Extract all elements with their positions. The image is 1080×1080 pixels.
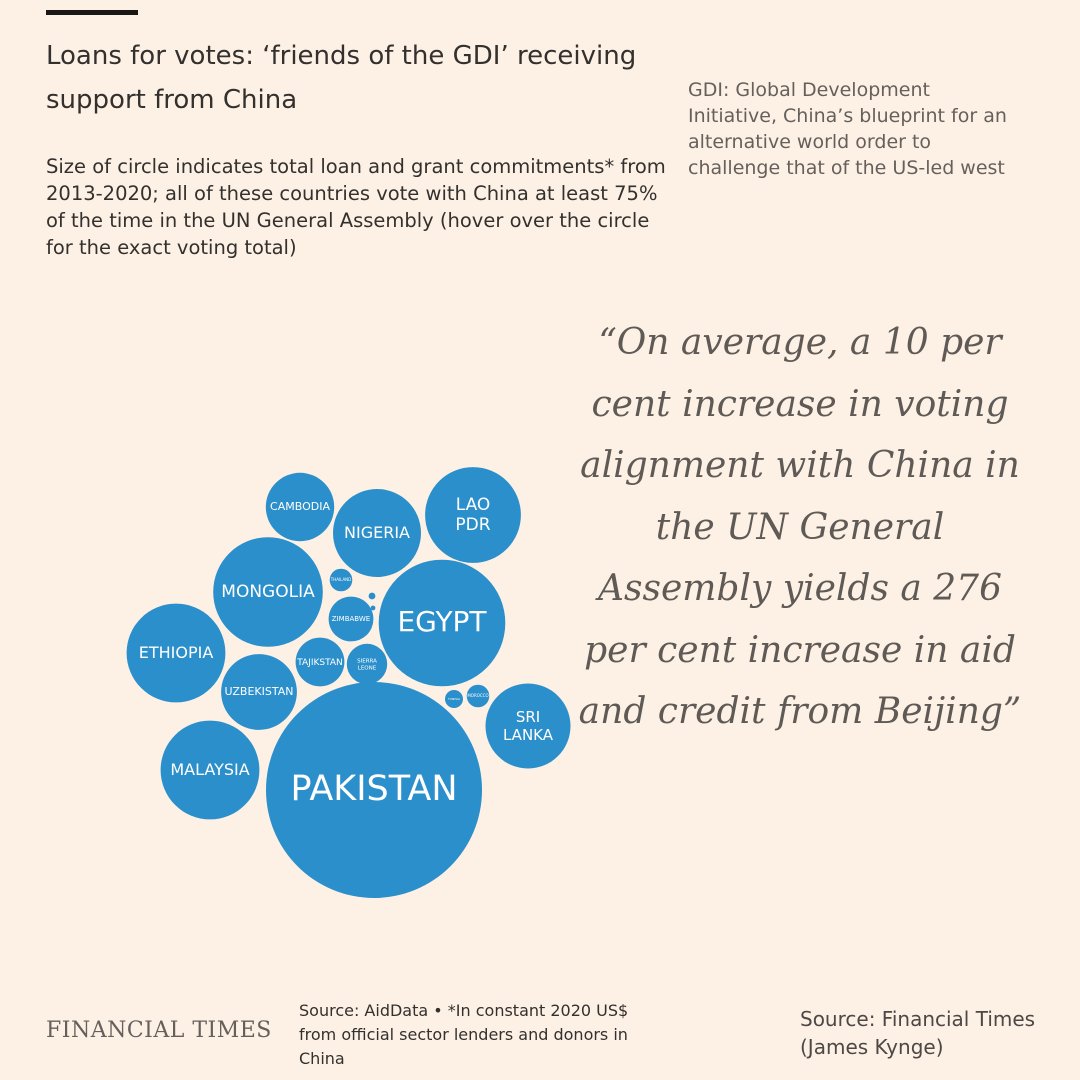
bubble-pakistan[interactable]: PAKISTAN (266, 682, 482, 898)
bubble-malaysia[interactable]: MALAYSIA (160, 720, 260, 820)
chart-subtitle: Size of circle indicates total loan and … (46, 155, 666, 259)
source-credit: Source: Financial Times (James Kynge) (800, 1007, 1036, 1059)
bubble-mongolia[interactable]: MONGOLIA (213, 537, 323, 647)
chart-source-note: Source: AidData • *In constant 2020 US$ … (299, 1001, 629, 1068)
bubble-circle[interactable] (370, 605, 376, 611)
bubble-label: PAKISTAN (290, 769, 457, 809)
pull-quote: “On average, a 10 per cent increase in v… (578, 322, 1022, 732)
bubble-nigeria[interactable]: NIGERIA (333, 489, 421, 577)
bubble-label: SIERRA LEONE (357, 658, 377, 671)
bubble-circle[interactable] (378, 559, 506, 687)
bubble-tunisia[interactable]: TUNISIA (445, 690, 463, 708)
bubble-ethiopia[interactable]: ETHIOPIA (126, 603, 226, 703)
bubble-label: TUNISIA (447, 697, 461, 701)
bubble-morocco[interactable]: MOROCCO (466, 684, 490, 708)
bubble-circle[interactable] (466, 684, 490, 708)
top-rule (46, 10, 138, 15)
bubble-label: MONGOLIA (221, 582, 315, 602)
bubble-circle[interactable] (221, 654, 297, 730)
bubble-circle[interactable] (295, 637, 345, 687)
bubble-circle[interactable] (485, 683, 571, 769)
bubble-cambodia[interactable]: CAMBODIA (265, 472, 335, 542)
bubble-circle[interactable] (265, 472, 335, 542)
bubble-label: NIGERIA (344, 523, 410, 542)
bubble-label: ETHIOPIA (139, 643, 214, 662)
bubble-uzbekistan[interactable]: UZBEKISTAN (221, 654, 297, 730)
bubble-egypt[interactable]: EGYPT (378, 559, 506, 687)
ft-logo: FINANCIAL TIMES (46, 1018, 272, 1043)
bubble-unlabeled-16[interactable] (368, 592, 376, 600)
bubble-circle[interactable] (329, 568, 353, 592)
bubble-circle[interactable] (328, 596, 374, 642)
bubble-tajikstan[interactable]: TAJIKSTAN (295, 637, 345, 687)
bubble-zimbabwe[interactable]: ZIMBABWE (328, 596, 374, 642)
bubble-label: CAMBODIA (270, 500, 330, 513)
bubble-circle[interactable] (368, 592, 376, 600)
bubble-label: LAO PDR (455, 495, 490, 535)
bubble-circle[interactable] (266, 682, 482, 898)
bubble-label: UZBEKISTAN (225, 685, 294, 698)
bubble-circle[interactable] (213, 537, 323, 647)
bubble-thailand[interactable]: THAILAND (329, 568, 353, 592)
chart-title: Loans for votes: ‘friends of the GDI’ re… (46, 41, 637, 115)
bubble-sierra-leone[interactable]: SIERRA LEONE (346, 643, 388, 685)
bubble-label: EGYPT (397, 605, 487, 638)
gdi-note: GDI: Global Development Initiative, Chin… (688, 79, 1007, 179)
bubble-label: MOROCCO (467, 693, 488, 698)
bubble-circle[interactable] (126, 603, 226, 703)
bubble-circle[interactable] (425, 467, 521, 563)
bubble-lao-pdr[interactable]: LAO PDR (425, 467, 521, 563)
bubble-circle[interactable] (333, 489, 421, 577)
bubble-unlabeled-17[interactable] (370, 605, 376, 611)
bubble-label: TAJIKSTAN (296, 658, 343, 668)
bubble-label: ZIMBABWE (332, 615, 370, 623)
bubble-circle[interactable] (160, 720, 260, 820)
bubble-circle[interactable] (346, 643, 388, 685)
bubble-label: THAILAND (330, 577, 352, 582)
bubble-label: MALAYSIA (170, 760, 249, 779)
bubble-circle[interactable] (445, 690, 463, 708)
bubble-label: SRI LANKA (503, 708, 554, 744)
bubble-sri-lanka[interactable]: SRI LANKA (485, 683, 571, 769)
